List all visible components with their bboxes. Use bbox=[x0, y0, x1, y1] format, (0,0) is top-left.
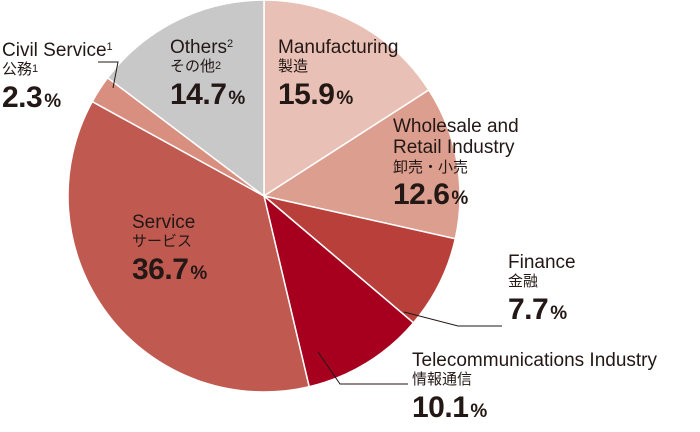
slice-name-text: Civil Service bbox=[2, 40, 107, 61]
unit: % bbox=[336, 88, 353, 110]
slice-name: Telecommunications Industry bbox=[412, 350, 657, 371]
slice-name-text: Others bbox=[170, 37, 228, 58]
slice-value-label: 12.6% bbox=[393, 178, 519, 212]
unit: % bbox=[190, 263, 207, 285]
label-finance: Finance 金融 7.7% bbox=[508, 252, 576, 327]
leader-finance bbox=[403, 311, 502, 327]
slice-name: Civil Service1 bbox=[2, 40, 113, 61]
slice-name: Manufacturing bbox=[278, 37, 399, 58]
footnote-marker: 1 bbox=[106, 41, 113, 53]
pie-slice-finance bbox=[263, 195, 457, 324]
slice-name-jp: 製造 bbox=[278, 58, 309, 76]
slice-value-label: 7.7% bbox=[508, 293, 576, 327]
label-service: Service サービス 36.7% bbox=[132, 212, 207, 287]
label-manufacturing: Manufacturing 製造 15.9% bbox=[278, 37, 398, 112]
unit: % bbox=[470, 401, 487, 423]
slice-value-label: 2.3% bbox=[2, 81, 113, 115]
slice-value: 12.6 bbox=[393, 178, 450, 212]
slice-value: 10.1 bbox=[412, 391, 469, 425]
label-telecommunications: Telecommunications Industry 情報通信 10.1% bbox=[412, 350, 657, 425]
slice-name: Others2 bbox=[170, 37, 245, 58]
pie-slice-service bbox=[67, 100, 311, 393]
slice-value: 7.7 bbox=[508, 293, 549, 327]
leader-civil-service bbox=[98, 61, 119, 89]
slice-name-jp: 情報通信 bbox=[412, 371, 473, 389]
slice-name-jp-text: 公務 bbox=[2, 61, 33, 79]
slice-name-jp: その他2 bbox=[170, 58, 245, 76]
slice-value: 36.7 bbox=[132, 253, 189, 287]
slice-value: 14.7 bbox=[170, 78, 227, 112]
slice-value-label: 10.1% bbox=[412, 391, 657, 425]
label-civil-service: Civil Service1 公務1 2.3% bbox=[2, 40, 113, 115]
leader-telecommunications bbox=[317, 351, 408, 385]
slice-name-jp-text: その他 bbox=[170, 58, 216, 76]
footnote-marker: 1 bbox=[32, 63, 39, 76]
slice-name-jp: 卸売・小売 bbox=[393, 158, 469, 176]
unit: % bbox=[550, 303, 567, 325]
pie-slice-wholesale-and-retail-industry bbox=[262, 88, 461, 240]
unit: % bbox=[228, 88, 245, 110]
slice-value-label: 14.7% bbox=[170, 78, 245, 112]
slice-value: 15.9 bbox=[278, 78, 335, 112]
unit: % bbox=[451, 188, 468, 210]
footnote-marker: 2 bbox=[227, 38, 234, 50]
slice-name: Service bbox=[132, 212, 196, 233]
label-wholesale-retail: Wholesale and Retail Industry 卸売・小売 12.6… bbox=[393, 116, 519, 212]
pie-slice-telecommunications-industry bbox=[262, 193, 415, 388]
slice-name-jp: サービス bbox=[132, 233, 193, 251]
slice-value-label: 36.7% bbox=[132, 253, 207, 287]
slice-value: 2.3 bbox=[2, 81, 43, 115]
slice-name: Finance bbox=[508, 252, 576, 273]
slice-name-line2: Retail Industry bbox=[393, 137, 515, 159]
slice-name-line1: Wholesale and bbox=[393, 116, 519, 137]
unit: % bbox=[44, 91, 61, 113]
slice-name-jp: 金融 bbox=[508, 273, 539, 291]
label-others: Others2 その他2 14.7% bbox=[170, 37, 245, 112]
slice-name-jp: 公務1 bbox=[2, 61, 113, 79]
slice-value-label: 15.9% bbox=[278, 78, 398, 112]
footnote-marker: 2 bbox=[215, 60, 222, 73]
pie-slice-manufacturing bbox=[263, 0, 430, 198]
